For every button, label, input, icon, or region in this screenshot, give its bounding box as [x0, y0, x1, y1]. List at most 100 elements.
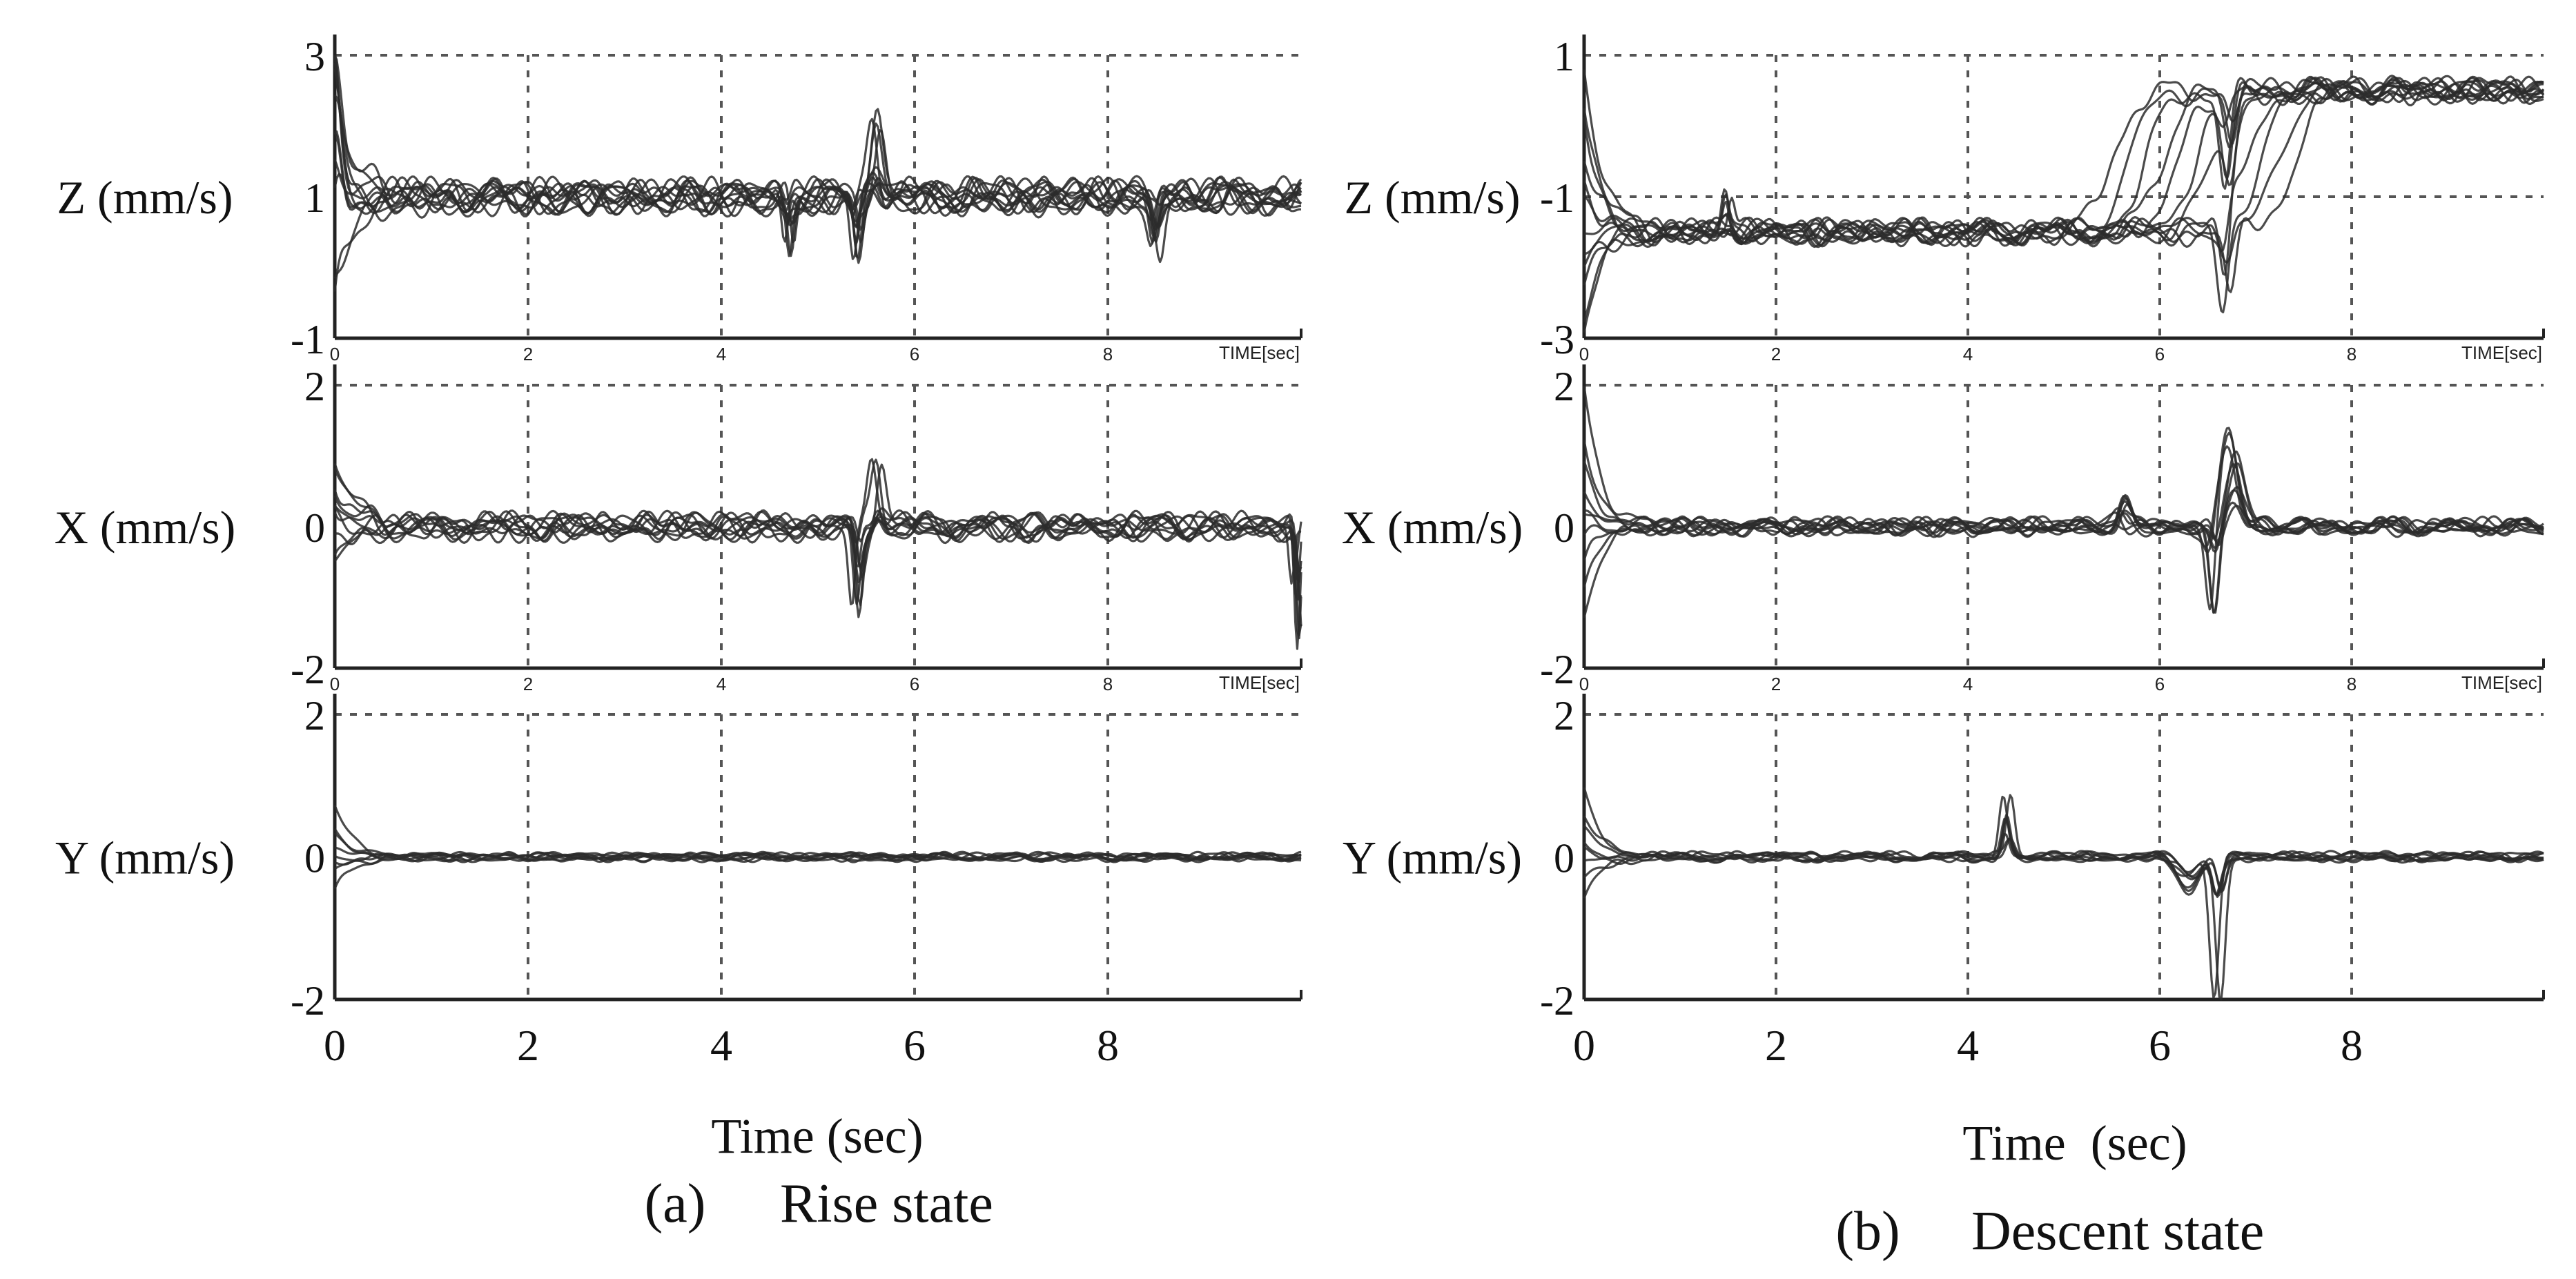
inner-x-tick-label: 4: [716, 674, 726, 694]
inner-x-tick-label: 6: [2155, 344, 2165, 364]
inner-x-tick-label: 4: [1963, 674, 1973, 694]
series-line-9: [1583, 75, 2545, 253]
x-tick-label: 4: [1957, 1021, 1979, 1070]
x-tick-label: 6: [2149, 1021, 2171, 1070]
x-tick-label: 8: [2341, 1021, 2363, 1070]
series-line-6: [1583, 815, 2544, 1001]
x-tick-label: 6: [904, 1021, 926, 1070]
y-tick-label: 1: [304, 175, 325, 221]
inner-x-tick-label: 4: [716, 344, 726, 364]
inner-x-tick-label: 4: [1963, 344, 1973, 364]
x-tick-label: 4: [710, 1021, 732, 1070]
plot-b-x: 20-2X (mm/s)0 2 4 6 8 TIME[sec]: [1342, 364, 2545, 694]
y-axis-label: Y (mm/s): [55, 832, 235, 884]
series-line-6: [333, 458, 1302, 601]
series-line-2: [1583, 463, 2544, 618]
caption-letter-b: (b): [1835, 1201, 1900, 1262]
series-line-7: [1583, 819, 2544, 897]
inner-x-tick-label: 6: [2155, 674, 2165, 694]
series-line-8: [1583, 75, 2544, 276]
y-tick-label: -2: [291, 978, 325, 1024]
caption-text-a: Rise state: [780, 1173, 993, 1234]
inner-x-tick-label: 6: [910, 674, 919, 694]
inner-x-tick-label: 8: [1103, 674, 1113, 694]
series-line-8: [333, 509, 1302, 618]
plot-a-z: 3 1 -1 Z (mm/s) 0 2 4 6 8 TIME[sec]: [57, 34, 1302, 364]
inner-x-tick-label: 0: [330, 344, 340, 364]
y-tick-label: 2: [1554, 693, 1574, 739]
y-tick-label: -3: [1540, 317, 1574, 362]
inner-x-tick-label: 2: [1771, 344, 1781, 364]
y-axis-label: Z (mm/s): [57, 171, 233, 224]
series-line-7: [1583, 75, 2544, 267]
inner-x-tick-label: 2: [1771, 674, 1781, 694]
inner-x-tick-label: 8: [2347, 674, 2357, 694]
series-line-10: [334, 122, 1302, 229]
series-line-11: [333, 159, 1302, 243]
x-tick-label: 2: [1765, 1021, 1787, 1070]
series-line-4: [1583, 832, 2544, 895]
series-line-3: [1583, 795, 2544, 999]
caption-text-b: Descent state: [1971, 1201, 2264, 1262]
series-line-10: [1583, 77, 2544, 313]
series-line-10: [333, 495, 1302, 605]
plot-b-z: 1 -1 -3 Z (mm/s) 0 2 4 6 8 TIME[sec]: [1345, 34, 2545, 364]
x-tick-label: 0: [1573, 1021, 1595, 1070]
series-line-8: [333, 68, 1302, 240]
inner-x-tick-label: 2: [523, 674, 533, 694]
y-tick-label: 2: [304, 364, 325, 409]
time-sec-tag: TIME[sec]: [2461, 342, 2542, 363]
time-sec-tag: TIME[sec]: [1219, 342, 1300, 363]
y-axis-label: X (mm/s): [55, 501, 236, 554]
time-sec-tag: TIME[sec]: [1219, 672, 1300, 693]
time-sec-tag: TIME[sec]: [2461, 672, 2542, 693]
series-line-7: [333, 55, 1302, 259]
plot-a-x: 20-2X (mm/s)0 2 4 6 8 TIME[sec]: [55, 364, 1302, 694]
y-tick-label: 2: [304, 693, 325, 739]
series-line-12: [333, 132, 1302, 257]
y-tick-label: -2: [291, 647, 325, 692]
y-tick-label: 2: [1554, 364, 1574, 409]
y-tick-label: -1: [291, 317, 325, 362]
x-axis-label-b: Time (sec): [1962, 1115, 2187, 1171]
inner-x-tick-label: 0: [1579, 344, 1589, 364]
inner-x-tick-label: 8: [2347, 344, 2357, 364]
series-line-3: [333, 55, 1302, 248]
plot-b-y: 20-2Y (mm/s)0 2 4 6 8: [1343, 693, 2545, 1070]
x-tick-label: 8: [1097, 1021, 1119, 1070]
series-line-10: [1583, 445, 2544, 549]
y-tick-label: 1: [1554, 34, 1574, 79]
y-tick-label: 3: [304, 34, 325, 79]
y-tick-label: -1: [1540, 175, 1574, 221]
caption-letter-a: (a): [645, 1173, 706, 1234]
labels-layer: Time (sec) (a) Rise state Time (sec) (b)…: [645, 1109, 2265, 1262]
series-line-1: [1583, 787, 2544, 893]
y-tick-label: 0: [1554, 836, 1574, 881]
y-tick-label: 0: [304, 836, 325, 881]
x-tick-label: 0: [324, 1021, 346, 1070]
y-axis-label: Y (mm/s): [1343, 832, 1522, 884]
y-axis-label: Z (mm/s): [1345, 171, 1521, 224]
series-line-2: [333, 175, 1302, 280]
inner-x-tick-label: 8: [1103, 344, 1113, 364]
series-line-11: [1583, 77, 2544, 264]
y-tick-label: -2: [1540, 978, 1574, 1024]
series-line-9: [1583, 489, 2544, 614]
inner-x-tick-label: 0: [1579, 674, 1589, 694]
y-axis-label: X (mm/s): [1342, 501, 1523, 554]
y-tick-label: 0: [304, 505, 325, 551]
y-tick-label: 0: [1554, 505, 1574, 551]
inner-x-tick-label: 2: [523, 344, 533, 364]
plot-a-y: 20-2Y (mm/s)0 2 4 6 8: [55, 693, 1302, 1070]
inner-x-tick-label: 6: [910, 344, 919, 364]
series-line-9: [333, 463, 1302, 627]
x-axis-label-a: Time (sec): [711, 1109, 923, 1164]
y-tick-label: -2: [1540, 647, 1574, 692]
series-line-12: [1583, 75, 2544, 293]
series-line-8: [334, 850, 1302, 866]
plots-layer: 31-1Z (mm/s)0 2 4 6 8 TIME[sec]20-2X (mm/s)0 2…: [55, 34, 2545, 1070]
inner-x-tick-label: 0: [330, 674, 340, 694]
x-tick-label: 2: [517, 1021, 539, 1070]
series-line-8: [1583, 794, 2544, 891]
